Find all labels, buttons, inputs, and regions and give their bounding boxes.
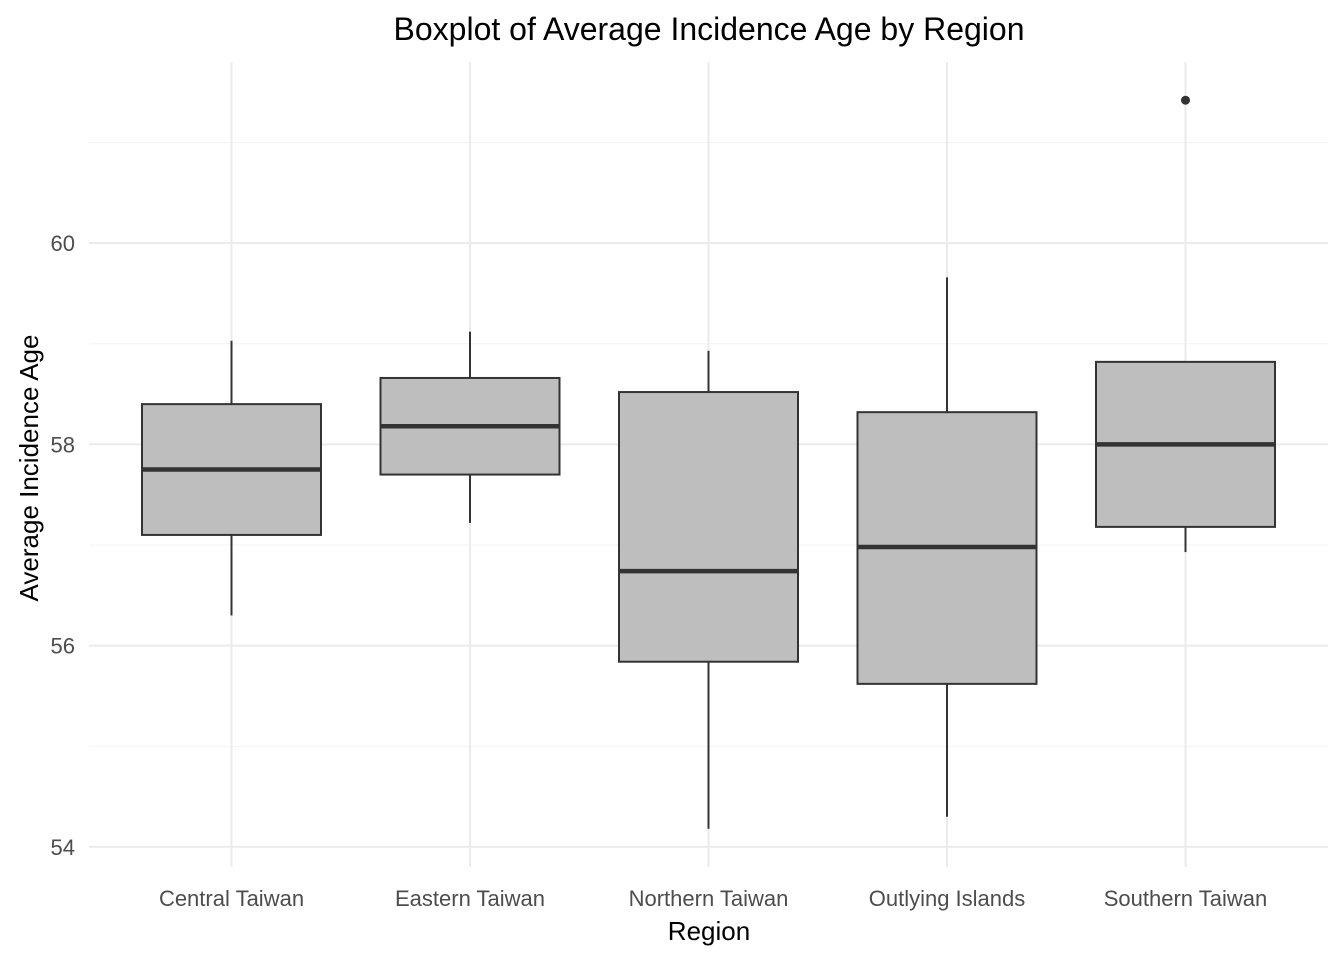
- box-central-taiwan: [141, 340, 322, 616]
- y-tick-label: 56: [51, 634, 75, 659]
- x-tick-label: Outlying Islands: [869, 886, 1026, 911]
- x-tick-label: Central Taiwan: [159, 886, 304, 911]
- x-tick-label: Northern Taiwan: [629, 886, 789, 911]
- outlier-point: [1181, 95, 1190, 105]
- x-tick-label: Eastern Taiwan: [395, 886, 545, 911]
- box-northern-taiwan: [618, 350, 799, 829]
- boxplot-boxes: [141, 95, 1276, 829]
- axis-tick-labels: 54 56 58 60 Central Taiwan Eastern Taiwan Nort…: [51, 231, 1268, 911]
- y-tick-label: 60: [51, 231, 75, 256]
- y-tick-label: 58: [51, 432, 75, 457]
- chart-title: Boxplot of Average Incidence Age by Regi…: [394, 11, 1025, 47]
- box-outlying-islands: [856, 277, 1038, 817]
- x-tick-label: Southern Taiwan: [1104, 886, 1268, 911]
- x-axis-title: Region: [668, 916, 750, 946]
- y-tick-label: 54: [51, 835, 75, 860]
- y-axis-title: Average Incidence Age: [14, 335, 44, 602]
- iqr-box: [618, 391, 799, 663]
- box-southern-taiwan: [1095, 95, 1276, 553]
- box-eastern-taiwan: [379, 331, 561, 523]
